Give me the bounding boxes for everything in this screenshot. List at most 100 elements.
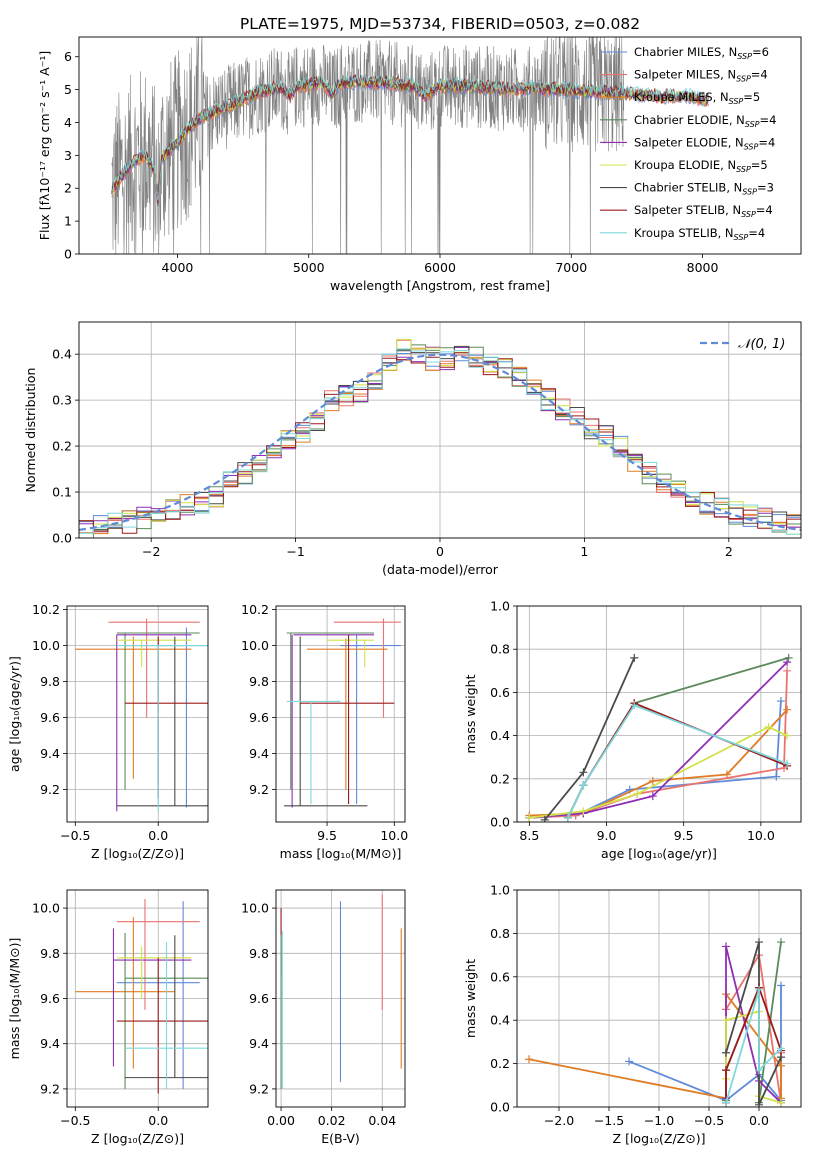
- normal-curve: [79, 353, 801, 531]
- y-tick-label: 10.0: [32, 901, 60, 916]
- y-tick-label: 1.0: [490, 599, 510, 614]
- y-tick-label: 4: [64, 115, 72, 130]
- y-tick-label: 0.6: [490, 969, 510, 984]
- y-tick-label: 9.2: [249, 782, 269, 797]
- y-tick-label: 9.8: [249, 674, 269, 689]
- plot-area: [111, 37, 709, 254]
- weight-point-kroupa-miles: [648, 776, 657, 785]
- legend-subscript: SSP: [734, 233, 749, 242]
- histogram-kroupa-miles: [79, 347, 801, 535]
- x-tick-label: 0.02: [318, 1113, 346, 1128]
- legend-suffix: =5: [743, 90, 760, 104]
- legend-label-kroupa-elodie: Kroupa ELODIE, NSSP=5: [634, 158, 768, 174]
- weight-point-chabrier-miles: [776, 697, 785, 706]
- legend-subscript: SSP: [736, 75, 751, 84]
- legend-suffix: =4: [758, 135, 775, 149]
- legend-text: Kroupa ELODIE, N: [634, 158, 736, 172]
- weight-point-chabrier-stelib: [579, 768, 588, 777]
- y-tick-label: 0.0: [490, 1100, 510, 1115]
- legend-suffix: =4: [756, 203, 773, 217]
- x-tick-label: 6000: [424, 260, 456, 275]
- weight-point-salpeter-elodie: [722, 942, 730, 951]
- y-tick-label: 10.2: [241, 602, 269, 617]
- panel-mass_weight_vs_Z: −2.0 −1.5 −1.0 −0.5 0.0 0.0 0.2 0.4 0.6 0.8 1.0 Z […: [463, 883, 802, 1146]
- weight-point-kroupa-elodie: [525, 813, 534, 822]
- weight-point-kroupa-elodie: [777, 1098, 785, 1107]
- model-spectrum-kroupa-stelib: [111, 74, 709, 201]
- y-tick-label: 9.6: [40, 991, 60, 1006]
- x-tick-label: −0.5: [60, 828, 90, 843]
- weight-point-kroupa-stelib: [783, 759, 792, 768]
- weight-point-kroupa-miles: [783, 705, 792, 714]
- weight-point-salpeter-miles: [783, 666, 792, 675]
- panel-residual_histogram: −2 −1 0 1 2 0.0 0.1 0.2 0.3 0.4 (data-model)/error…: [23, 321, 802, 577]
- x-tick-label: 1: [580, 544, 588, 559]
- weight-point-chabrier-miles: [772, 772, 781, 781]
- y-tick-label: 9.6: [249, 710, 269, 725]
- weight-point-kroupa-stelib: [777, 1044, 785, 1053]
- x-tick-label: −1.5: [594, 1113, 624, 1128]
- x-tick-label: 0.00: [267, 1113, 295, 1128]
- y-axis-label: mass weight: [463, 959, 478, 1038]
- axes-frame: [66, 605, 209, 823]
- x-tick-label: −2.0: [544, 1113, 574, 1128]
- weight-point-chabrier-stelib: [755, 938, 763, 947]
- y-tick-label: 5: [64, 82, 72, 97]
- weight-line-kroupa-stelib: [567, 704, 788, 819]
- x-axis-label: mass [log₁₀(M/M⊙)]: [280, 846, 402, 861]
- legend-subscript: SSP: [744, 142, 759, 151]
- weight-point-kroupa-stelib: [755, 985, 763, 994]
- data-spectrum-line: [111, 37, 625, 254]
- weight-point-kroupa-elodie: [764, 722, 773, 731]
- figure-title: PLATE=1975, MJD=53734, FIBERID=0503, z=0…: [240, 15, 640, 33]
- y-axis-label: age [log₁₀(age/yr)]: [7, 656, 22, 772]
- axes-frame: [516, 889, 802, 1108]
- weight-point-kroupa-miles: [525, 1055, 533, 1064]
- axes-frame: [78, 36, 802, 255]
- x-tick-label: 4000: [162, 260, 194, 275]
- legend-suffix: =4: [751, 68, 768, 82]
- panel-mass_weight_vs_age: 8.5 9.0 9.5 10.0 0.0 0.2 0.4 0.6 0.8 1.0 age [log₁…: [463, 599, 802, 861]
- legend-text: Salpeter STELIB, N: [634, 203, 741, 217]
- y-tick-label: 10.0: [32, 638, 60, 653]
- y-tick-label: 3: [64, 148, 72, 163]
- y-tick-label: 9.8: [40, 674, 60, 689]
- panel-age_vs_Z: −0.5 0.0 9.2 9.4 9.6 9.8 10.0 10.2 Z [log₁₀(Z/Z⊙…: [7, 602, 209, 861]
- legend-subscript: SSP: [745, 120, 760, 129]
- y-tick-label: 9.4: [40, 746, 60, 761]
- y-tick-label: 9.6: [40, 710, 60, 725]
- x-tick-label: 9.0: [597, 828, 617, 843]
- y-tick-label: 0: [64, 247, 72, 262]
- y-tick-label: 9.4: [40, 1036, 60, 1051]
- x-tick-label: −0.5: [60, 1113, 90, 1128]
- y-tick-label: 9.6: [249, 991, 269, 1006]
- weight-point-chabrier-miles: [625, 1057, 633, 1066]
- legend-label-salpeter-stelib: Salpeter STELIB, NSSP=4: [634, 203, 773, 219]
- y-tick-label: 10.0: [241, 901, 269, 916]
- plot-area: [517, 890, 801, 1107]
- weight-point-kroupa-stelib: [563, 813, 572, 822]
- y-tick-label: 6: [64, 49, 72, 64]
- x-tick-label: 10.0: [747, 828, 775, 843]
- weight-line-kroupa-miles: [529, 709, 788, 817]
- legend-label-chabrier-elodie: Chabrier ELODIE, NSSP=4: [634, 113, 776, 129]
- weight-point-chabrier-stelib: [755, 1100, 763, 1107]
- x-tick-label: −2: [142, 544, 160, 559]
- weight-point-chabrier-stelib: [630, 653, 639, 662]
- weight-point-chabrier-stelib: [722, 1048, 730, 1057]
- weight-point-kroupa-stelib: [755, 1066, 763, 1075]
- y-tick-label: 9.2: [40, 1081, 60, 1096]
- weight-point-kroupa-elodie: [633, 789, 642, 798]
- panel-age_vs_mass: 9.5 10.0 9.2 9.4 9.6 9.8 10.0 10.2 mass [log₁₀(M…: [241, 602, 408, 861]
- weight-point-salpeter-stelib: [722, 1066, 730, 1075]
- y-axis-label: mass weight: [463, 674, 478, 753]
- weight-point-kroupa-elodie: [579, 807, 588, 816]
- x-axis-label: (data-model)/error: [382, 562, 499, 577]
- x-tick-label: 9.5: [674, 828, 694, 843]
- weight-point-chabrier-miles: [777, 981, 785, 990]
- x-axis-label: Z [log₁₀(Z/Z⊙)]: [91, 846, 184, 861]
- legend-label-chabrier-stelib: Chabrier STELIB, NSSP=3: [634, 181, 774, 197]
- y-tick-label: 0.8: [490, 642, 510, 657]
- y-tick-label: 0.2: [490, 771, 510, 786]
